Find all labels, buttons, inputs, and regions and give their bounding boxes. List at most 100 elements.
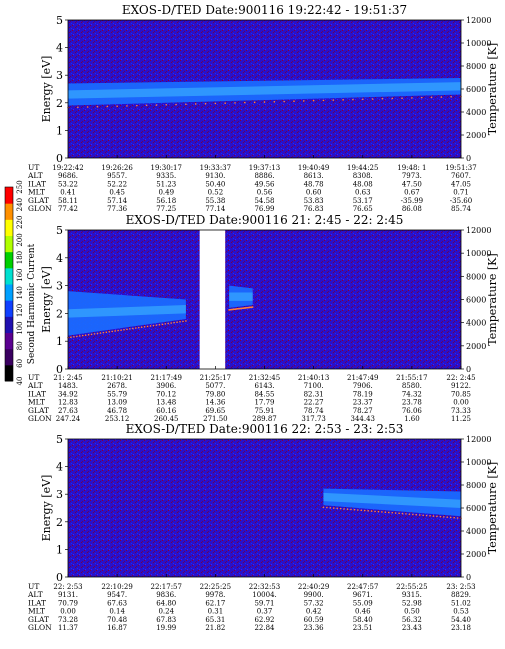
table-cell: 14.36 bbox=[205, 399, 226, 407]
table-cell: 9686. bbox=[58, 172, 78, 180]
colorbar-segment bbox=[5, 219, 13, 236]
temperature-point bbox=[155, 324, 158, 326]
temperature-point bbox=[412, 513, 414, 516]
table-cell: 23.37 bbox=[353, 399, 373, 407]
temperature-point bbox=[106, 105, 109, 108]
table-cell: 17.79 bbox=[254, 399, 274, 407]
ephemeris-table: UT 21: 2:45 21:10:21 21:17:49 21:25:17 21:32:… bbox=[27, 373, 476, 423]
table-row-label: GLAT bbox=[28, 615, 49, 624]
table-cell: 77.42 bbox=[58, 205, 78, 213]
temperature-point bbox=[86, 106, 89, 108]
table-cell: 0.45 bbox=[109, 189, 125, 197]
table-cell: 7906. bbox=[353, 382, 373, 390]
temperature-point bbox=[84, 334, 87, 336]
colorbar-tick-label: 160 bbox=[16, 268, 24, 281]
table-cell: 260.45 bbox=[154, 415, 179, 423]
colorbar-segment bbox=[5, 316, 13, 333]
temperature-point bbox=[108, 331, 111, 333]
temperature-point bbox=[77, 106, 79, 109]
table-cell: 22:40:29 bbox=[298, 583, 329, 591]
temperature-point bbox=[102, 331, 105, 334]
table-cell: 16.87 bbox=[107, 624, 127, 632]
table-cell: 59.71 bbox=[254, 599, 274, 607]
table-cell: 9671. bbox=[353, 591, 373, 599]
colorbar-segment bbox=[5, 235, 13, 253]
y-tick-label: 3 bbox=[56, 280, 63, 293]
temperature-point bbox=[194, 103, 197, 105]
table-cell: 289.87 bbox=[252, 415, 277, 423]
temperature-point bbox=[111, 330, 114, 333]
colorbar-tick-label: 80 bbox=[16, 341, 24, 350]
temperature-point bbox=[394, 512, 397, 514]
table-cell: 69.65 bbox=[205, 407, 225, 415]
temperature-point bbox=[411, 97, 413, 99]
y-tick-label: 5 bbox=[56, 224, 63, 237]
y2-tick-label: 0 bbox=[466, 154, 471, 163]
y2-tick-label: 8000 bbox=[466, 272, 486, 281]
table-row-label: ALT bbox=[27, 381, 43, 390]
temperature-point bbox=[398, 512, 400, 515]
table-cell: 55.09 bbox=[353, 599, 373, 607]
temperature-point bbox=[381, 511, 383, 513]
table-cell: 10004. bbox=[252, 591, 277, 599]
table-row-label: GLON bbox=[28, 204, 52, 213]
table-cell: 9335. bbox=[156, 172, 176, 180]
y2-tick-label: 4000 bbox=[466, 527, 486, 536]
temperature-point bbox=[353, 508, 356, 511]
temperature-point bbox=[420, 96, 423, 99]
intensity-band-core bbox=[323, 492, 461, 508]
table-cell: 67.83 bbox=[156, 616, 176, 624]
colorbar-tick-label: 240 bbox=[16, 198, 24, 211]
temperature-point bbox=[391, 511, 394, 514]
temperature-point bbox=[443, 516, 445, 518]
table-cell: 21: 2:45 bbox=[53, 374, 82, 382]
temperature-point bbox=[387, 511, 390, 514]
table-cell: 56.18 bbox=[156, 197, 176, 205]
temperature-point bbox=[78, 335, 81, 337]
table-cell: 75.91 bbox=[254, 407, 274, 415]
temperature-point bbox=[137, 326, 140, 329]
table-cell: 8308. bbox=[353, 172, 373, 180]
table-cell: 22:17:57 bbox=[151, 583, 182, 591]
table-cell: 70.48 bbox=[107, 616, 127, 624]
panel-2: EXOS-D/TED Date:900116 21: 2:45 - 22: 2:… bbox=[27, 213, 499, 423]
table-cell: 21:10:21 bbox=[101, 374, 132, 382]
table-cell: 52.98 bbox=[402, 599, 422, 607]
temperature-point bbox=[165, 104, 168, 106]
colorbar-segment bbox=[5, 364, 13, 382]
temperature-point bbox=[90, 333, 93, 336]
temperature-point bbox=[161, 323, 164, 326]
table-cell: 51.02 bbox=[451, 599, 471, 607]
table-cell: 70.79 bbox=[58, 599, 78, 607]
table-cell: 317.73 bbox=[301, 415, 326, 423]
panel-title: EXOS-D/TED Date:900116 22: 2:53 - 23: 2:… bbox=[126, 422, 404, 436]
table-cell: 85.74 bbox=[451, 205, 472, 213]
table-cell: 7607. bbox=[451, 172, 471, 180]
temperature-point bbox=[361, 98, 364, 101]
temperature-point bbox=[117, 329, 119, 332]
y-tick-label: 4 bbox=[56, 461, 63, 474]
y-tick-label: 0 bbox=[56, 363, 63, 376]
intensity-band-core bbox=[68, 82, 461, 99]
table-cell: 6143. bbox=[254, 382, 274, 390]
temperature-point bbox=[415, 513, 418, 516]
table-cell: 22.27 bbox=[304, 399, 324, 407]
table-cell: 0.71 bbox=[453, 189, 469, 197]
y2-tick-label: 10000 bbox=[466, 458, 491, 467]
table-row-label: ILAT bbox=[28, 598, 46, 607]
temperature-point bbox=[132, 327, 134, 330]
temperature-point bbox=[273, 100, 276, 103]
y2-tick-label: 2000 bbox=[466, 131, 486, 140]
y2-tick-label: 6000 bbox=[466, 85, 486, 94]
temperature-point bbox=[224, 102, 226, 104]
table-row-label: GLON bbox=[28, 414, 52, 423]
temperature-point bbox=[326, 506, 328, 509]
table-cell: 19:48: 1 bbox=[397, 164, 426, 172]
table-cell: 0.00 bbox=[60, 608, 76, 616]
table-cell: 27.63 bbox=[58, 407, 78, 415]
temperature-point bbox=[357, 509, 359, 511]
temperature-point bbox=[158, 323, 161, 326]
temperature-point bbox=[146, 325, 149, 328]
y2-tick-label: 2000 bbox=[466, 550, 486, 559]
table-cell: 77.36 bbox=[107, 205, 128, 213]
